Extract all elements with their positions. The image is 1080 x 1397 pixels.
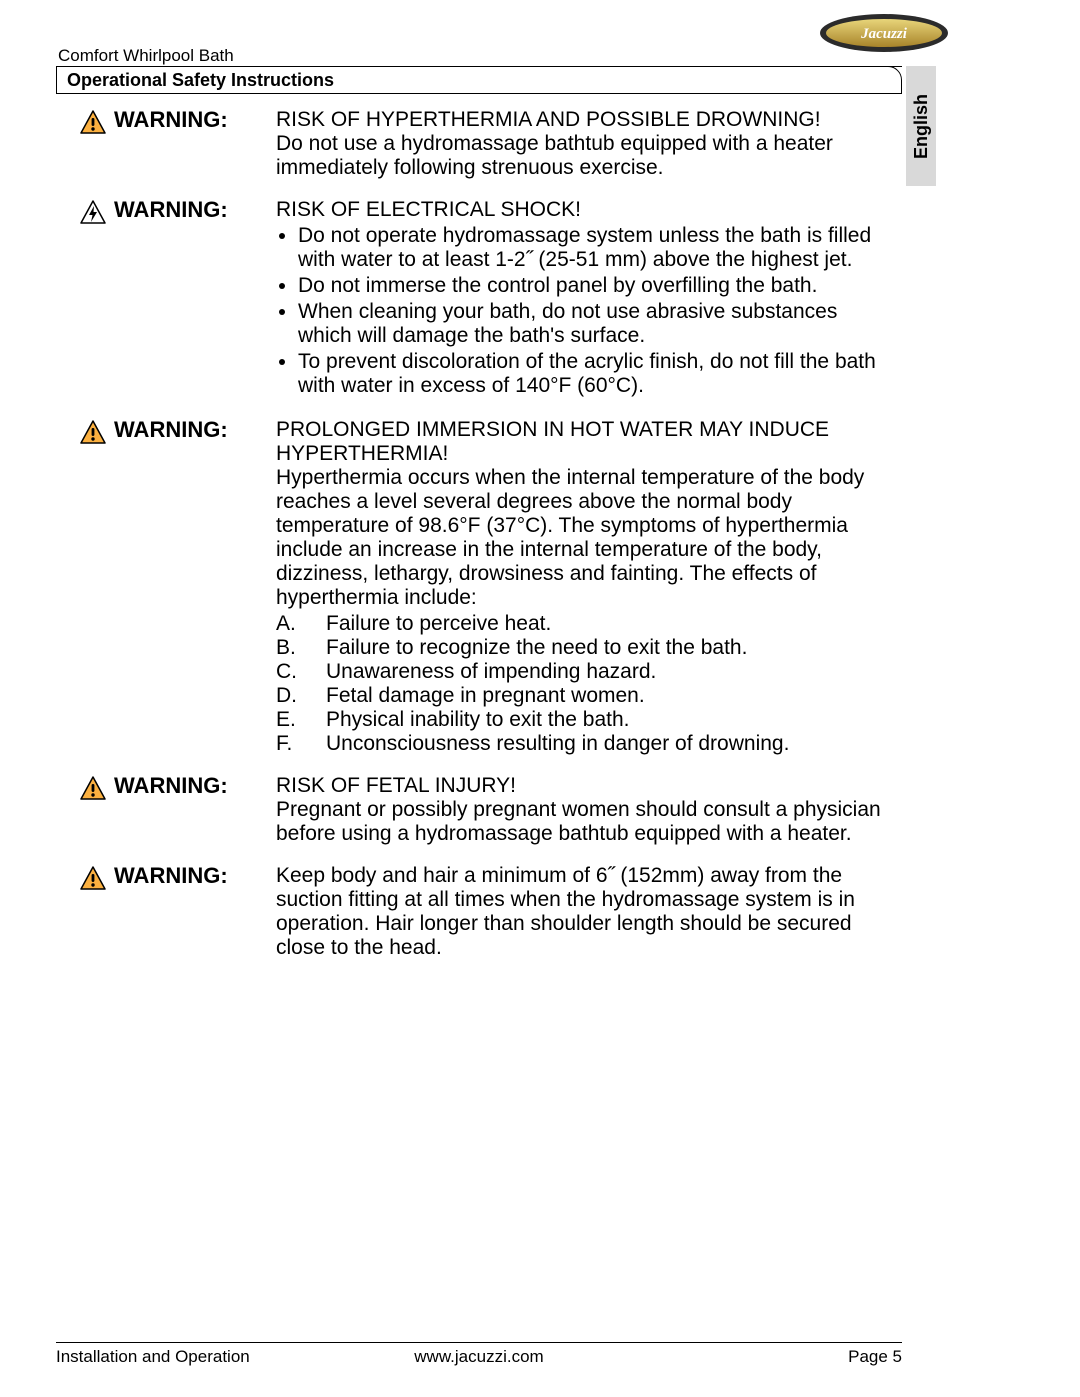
warning-row: WARNING:Keep body and hair a minimum of … <box>80 864 888 960</box>
language-tab: English <box>906 66 936 186</box>
letter-label: A. <box>276 612 326 636</box>
list-item: A.Failure to perceive heat. <box>276 612 888 636</box>
warning-row: WARNING:RISK OF FETAL INJURY!Pregnant or… <box>80 774 888 846</box>
letter-text: Fetal damage in pregnant women. <box>326 684 645 708</box>
warning-letter-list: A.Failure to perceive heat.B.Failure to … <box>276 612 888 756</box>
section-title: Operational Safety Instructions <box>67 70 334 91</box>
warning-icon <box>80 776 106 800</box>
letter-text: Unawareness of impending hazard. <box>326 660 656 684</box>
warning-icon-cell <box>80 418 114 449</box>
warning-heading: RISK OF FETAL INJURY! <box>276 774 888 798</box>
warning-row: WARNING:RISK OF HYPERTHERMIA AND POSSIBL… <box>80 108 888 180</box>
shock-icon <box>80 200 106 224</box>
warning-label: WARNING: <box>114 198 276 222</box>
warning-text: Keep body and hair a minimum of 6˝ (152m… <box>276 864 888 960</box>
warning-label: WARNING: <box>114 108 276 132</box>
footer-rule <box>56 1342 902 1343</box>
footer: Installation and Operation www.jacuzzi.c… <box>56 1342 902 1367</box>
brand-logo: Jacuzzi <box>818 12 950 59</box>
list-item: E.Physical inability to exit the bath. <box>276 708 888 732</box>
warning-body: RISK OF FETAL INJURY!Pregnant or possibl… <box>276 774 888 846</box>
list-item: B.Failure to recognize the need to exit … <box>276 636 888 660</box>
letter-label: C. <box>276 660 326 684</box>
list-item: When cleaning your bath, do not use abra… <box>298 300 888 348</box>
warning-row: WARNING:RISK OF ELECTRICAL SHOCK!Do not … <box>80 198 888 400</box>
letter-text: Physical inability to exit the bath. <box>326 708 630 732</box>
warning-icon-cell <box>80 774 114 805</box>
page: Jacuzzi Comfort Whirlpool Bath Operation… <box>0 0 1080 1397</box>
footer-row: Installation and Operation www.jacuzzi.c… <box>56 1347 902 1367</box>
warning-heading: RISK OF HYPERTHERMIA AND POSSIBLE DROWNI… <box>276 108 888 132</box>
letter-label: D. <box>276 684 326 708</box>
footer-center: www.jacuzzi.com <box>338 1347 620 1367</box>
warning-icon <box>80 110 106 134</box>
warning-row: WARNING:PROLONGED IMMERSION IN HOT WATER… <box>80 418 888 756</box>
warning-icon <box>80 420 106 444</box>
jacuzzi-logo-icon: Jacuzzi <box>818 12 950 54</box>
letter-text: Unconsciousness resulting in danger of d… <box>326 732 789 756</box>
list-item: Do not immerse the control panel by over… <box>298 274 888 298</box>
warning-label: WARNING: <box>114 864 276 888</box>
warning-body: Keep body and hair a minimum of 6˝ (152m… <box>276 864 888 960</box>
warning-text: Pregnant or possibly pregnant women shou… <box>276 798 888 846</box>
warning-icon-cell <box>80 198 114 229</box>
list-item: To prevent discoloration of the acrylic … <box>298 350 888 398</box>
warning-label: WARNING: <box>114 418 276 442</box>
warning-icon-cell <box>80 108 114 139</box>
footer-right: Page 5 <box>620 1347 902 1367</box>
letter-label: B. <box>276 636 326 660</box>
warning-icon <box>80 866 106 890</box>
list-item: F.Unconsciousness resulting in danger of… <box>276 732 888 756</box>
footer-left: Installation and Operation <box>56 1347 338 1367</box>
warning-heading: RISK OF ELECTRICAL SHOCK! <box>276 198 888 222</box>
document-title: Comfort Whirlpool Bath <box>58 46 234 66</box>
list-item: D.Fetal damage in pregnant women. <box>276 684 888 708</box>
warning-body: RISK OF ELECTRICAL SHOCK!Do not operate … <box>276 198 888 400</box>
warning-heading: PROLONGED IMMERSION IN HOT WATER MAY IND… <box>276 418 888 466</box>
letter-label: F. <box>276 732 326 756</box>
warning-body: RISK OF HYPERTHERMIA AND POSSIBLE DROWNI… <box>276 108 888 180</box>
warning-body: PROLONGED IMMERSION IN HOT WATER MAY IND… <box>276 418 888 756</box>
letter-text: Failure to recognize the need to exit th… <box>326 636 747 660</box>
warning-bullets: Do not operate hydromassage system unles… <box>276 224 888 398</box>
list-item: C.Unawareness of impending hazard. <box>276 660 888 684</box>
warning-text: Hyperthermia occurs when the internal te… <box>276 466 888 610</box>
section-header: Operational Safety Instructions <box>56 66 902 94</box>
language-label: English <box>911 93 932 158</box>
list-item: Do not operate hydromassage system unles… <box>298 224 888 272</box>
letter-text: Failure to perceive heat. <box>326 612 551 636</box>
content-area: WARNING:RISK OF HYPERTHERMIA AND POSSIBL… <box>80 100 888 978</box>
warning-icon-cell <box>80 864 114 895</box>
logo-text: Jacuzzi <box>860 26 908 42</box>
letter-label: E. <box>276 708 326 732</box>
warning-text: Do not use a hydromassage bathtub equipp… <box>276 132 888 180</box>
warning-label: WARNING: <box>114 774 276 798</box>
